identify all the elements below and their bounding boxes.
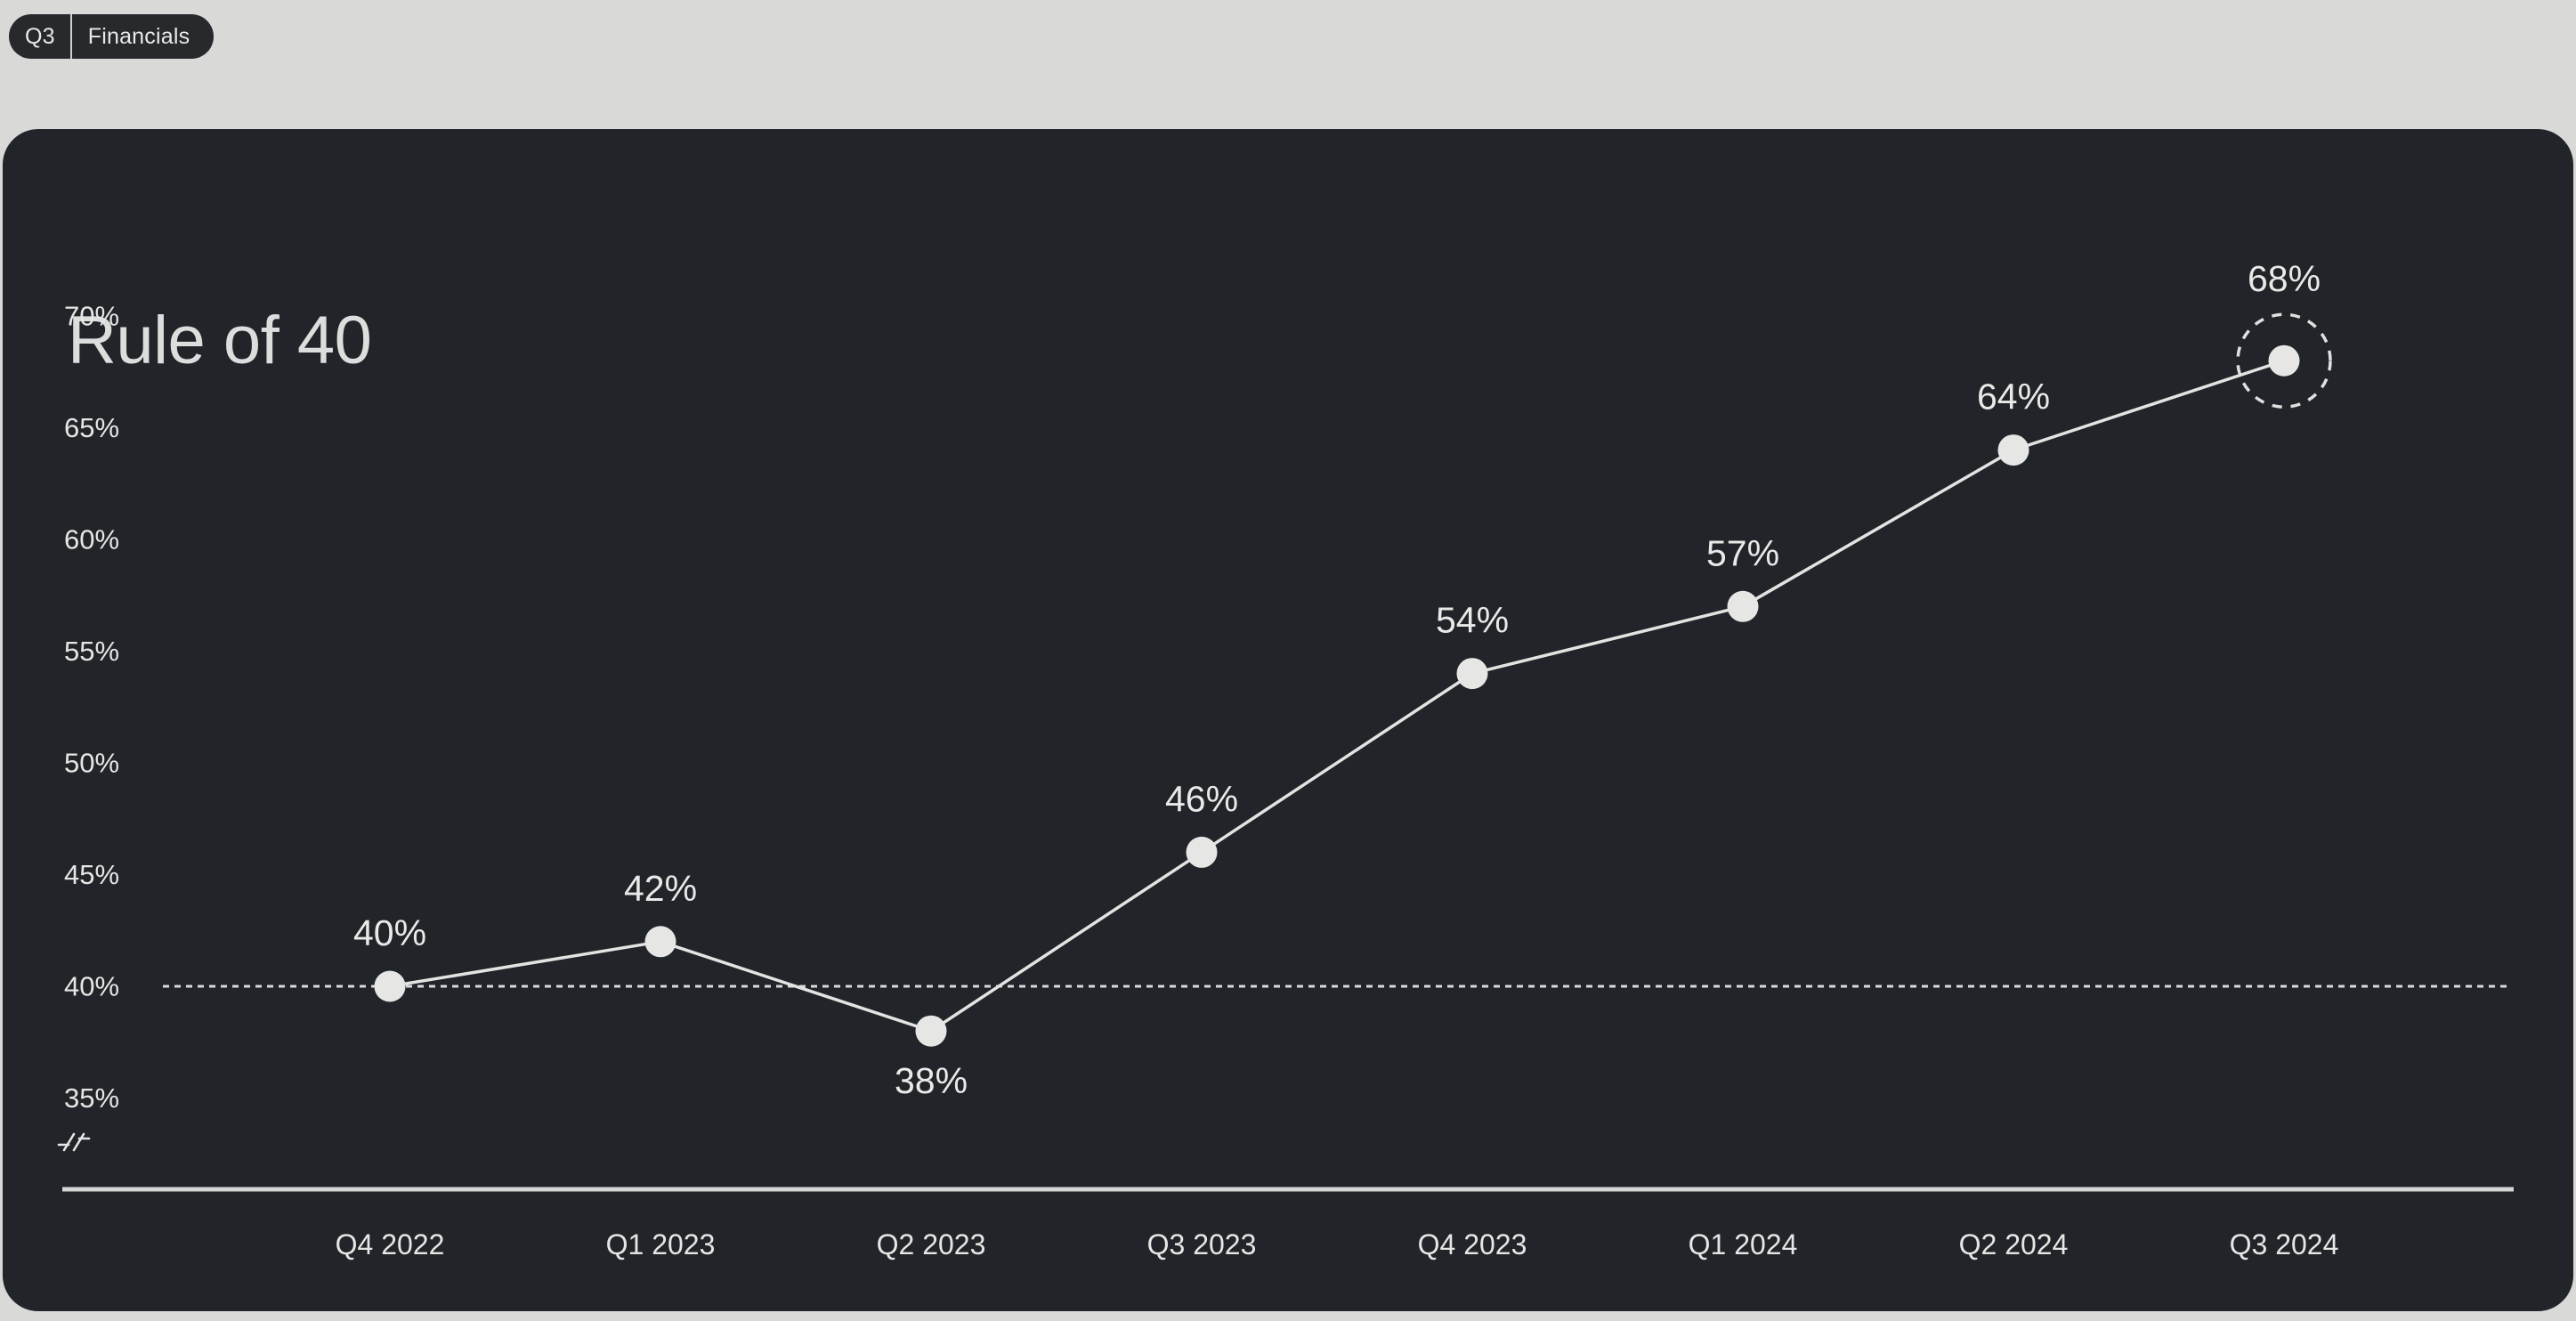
x-axis-label: Q2 2023 [877, 1228, 986, 1260]
axis-break-stroke [62, 1132, 76, 1152]
data-point-label: 40% [353, 912, 426, 953]
badge-category-label: Financials [87, 23, 190, 49]
data-point-marker [374, 970, 406, 1002]
data-point-label: 42% [624, 868, 697, 909]
data-point-label: 68% [2248, 258, 2321, 299]
y-axis-tick-label: 65% [64, 412, 119, 443]
data-point-marker [644, 926, 676, 958]
chart-title: Rule of 40 [68, 303, 372, 378]
badge-quarter-label: Q3 [25, 23, 55, 49]
data-point-marker [1186, 836, 1218, 868]
data-point-label: 57% [1706, 532, 1779, 573]
y-axis-tick-label: 70% [64, 301, 119, 332]
x-axis-label: Q4 2023 [1418, 1228, 1527, 1260]
trend-line [389, 359, 2285, 1033]
data-point-marker [2268, 344, 2300, 377]
data-point-label: 54% [1436, 600, 1509, 641]
y-axis-tick-label: 35% [64, 1082, 119, 1114]
y-axis-tick-label: 40% [64, 971, 119, 1002]
data-point-marker [1997, 434, 2029, 466]
x-axis-label: Q1 2023 [606, 1228, 716, 1260]
data-point-label: 38% [895, 1060, 968, 1101]
data-point-marker [915, 1015, 947, 1047]
axis-break-stroke [72, 1132, 85, 1152]
axis-break-icon [57, 1132, 91, 1152]
quarter-financials-badge[interactable]: Q3 Financials [9, 14, 215, 59]
data-point-marker [1456, 658, 1488, 690]
x-axis-label: Q3 2023 [1147, 1228, 1257, 1260]
data-point-label: 46% [1165, 778, 1238, 819]
badge-divider [69, 14, 72, 59]
x-axis-label: Q3 2024 [2230, 1228, 2339, 1260]
y-axis-tick-label: 50% [64, 748, 119, 779]
x-axis-label: Q2 2024 [1959, 1228, 2069, 1260]
y-axis-tick-label: 55% [64, 636, 119, 667]
x-axis-label: Q1 2024 [1689, 1228, 1798, 1260]
x-axis-label: Q4 2022 [336, 1228, 445, 1260]
data-point-label: 64% [1977, 377, 2050, 417]
rule-of-40-card: Rule of 40 [3, 129, 2573, 1311]
highlighted-point-ring [2236, 312, 2332, 409]
y-axis-tick-label: 60% [64, 524, 119, 555]
y-axis-tick-label: 45% [64, 859, 119, 890]
data-point-marker [1727, 590, 1759, 622]
